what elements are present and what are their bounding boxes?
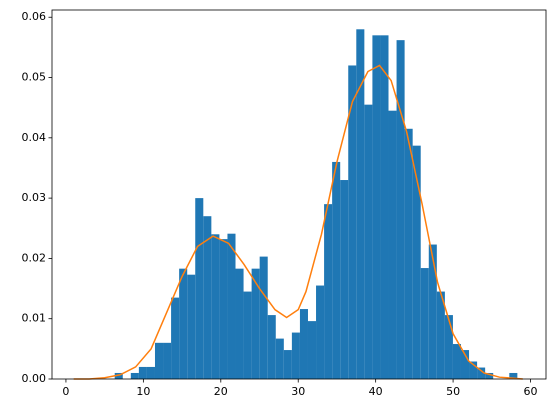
bar [146, 366, 155, 379]
bar [332, 161, 341, 379]
bar [114, 372, 123, 379]
bar [307, 321, 317, 379]
bar [203, 216, 212, 379]
bar [138, 366, 147, 379]
bar [179, 268, 188, 379]
bar [324, 204, 333, 379]
bar [485, 372, 494, 379]
bar [283, 350, 292, 379]
bar [356, 29, 365, 379]
bar [187, 274, 196, 379]
bar [154, 342, 164, 379]
x-tick-label: 60 [524, 385, 538, 398]
bar [469, 361, 478, 379]
bar [219, 239, 228, 379]
y-tick-label: 0.04 [22, 131, 47, 144]
bar [436, 291, 445, 379]
bar [299, 309, 308, 379]
x-tick-label: 10 [136, 385, 150, 398]
bar [340, 180, 349, 379]
y-tick-label: 0.02 [22, 251, 47, 264]
kde-line [73, 64, 523, 380]
bar [235, 268, 244, 379]
bar [380, 35, 389, 380]
x-tick-label: 50 [446, 385, 460, 398]
y-tick-label: 0.00 [22, 372, 47, 385]
y-tick-label: 0.01 [22, 312, 47, 325]
bar [396, 40, 405, 379]
bar [251, 268, 260, 379]
x-tick-label: 20 [214, 385, 228, 398]
y-tick-label: 0.05 [22, 71, 47, 84]
bar [404, 128, 413, 379]
bar [444, 315, 453, 379]
bar [267, 315, 276, 379]
bar [171, 297, 180, 379]
bar [460, 350, 470, 379]
bar [163, 342, 172, 379]
bar [428, 244, 437, 379]
bar [348, 65, 357, 380]
bar [211, 234, 220, 379]
y-tick-label: 0.03 [22, 191, 47, 204]
bar [195, 198, 204, 379]
bar [372, 35, 381, 380]
bar [316, 285, 325, 379]
bar [259, 256, 268, 379]
bar [243, 291, 252, 379]
bar [275, 338, 284, 379]
bar [509, 372, 518, 379]
bar [364, 104, 373, 379]
y-tick-label: 0.06 [22, 10, 47, 23]
bar [412, 145, 421, 379]
bar [291, 332, 300, 379]
bar [420, 268, 429, 379]
x-tick-label: 0 [62, 385, 69, 398]
bar [477, 367, 486, 379]
x-tick-label: 30 [291, 385, 305, 398]
x-tick-label: 40 [369, 385, 383, 398]
plot-frame [51, 9, 547, 380]
bar [227, 233, 236, 379]
bar [388, 110, 397, 380]
bar [130, 372, 139, 379]
bar [452, 344, 461, 379]
